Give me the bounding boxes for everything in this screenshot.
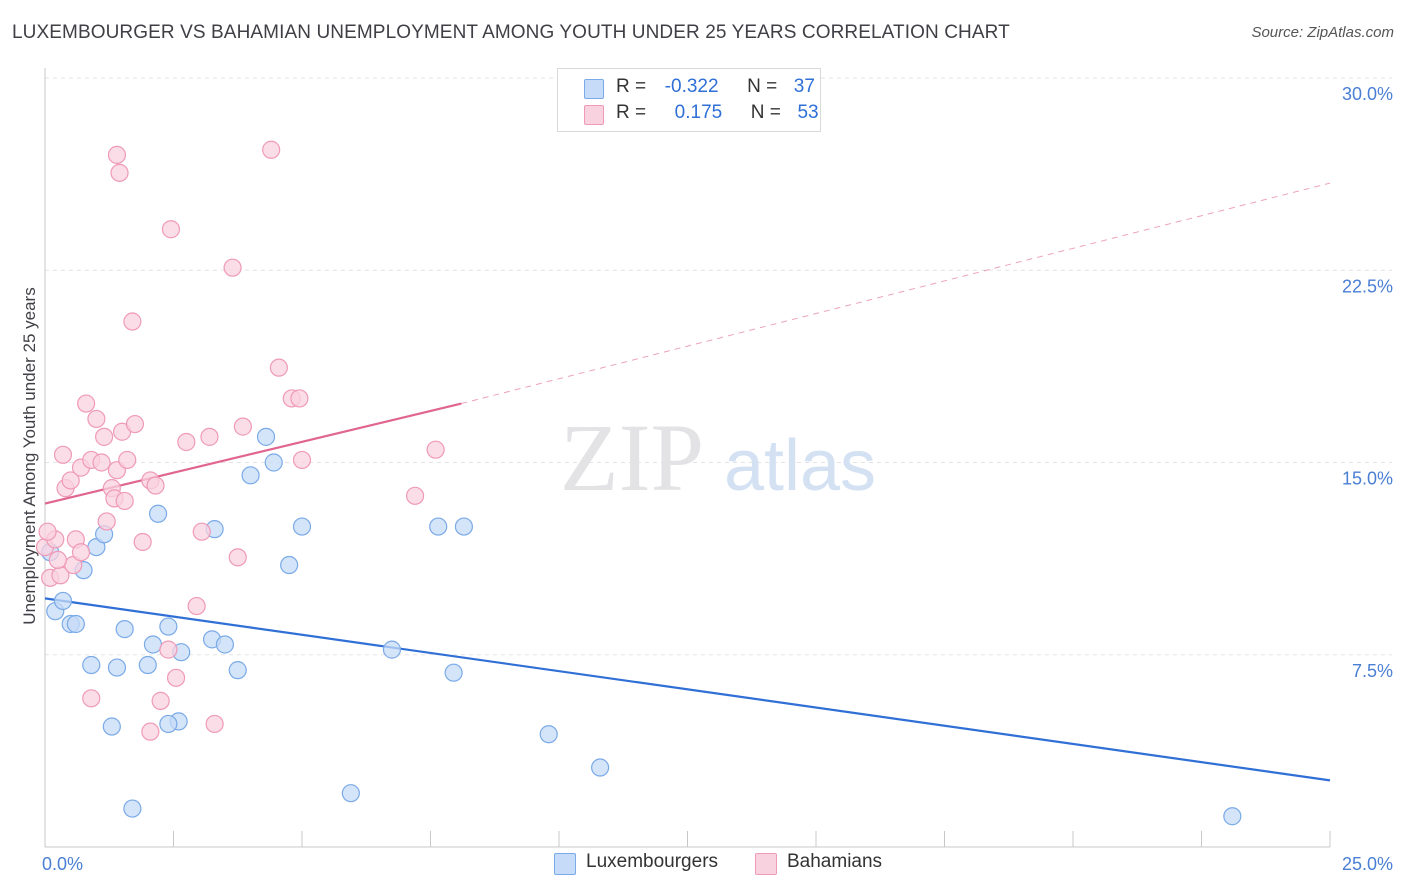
legend-r-value: 0.175 <box>674 102 723 123</box>
data-point-luxembourgers <box>159 714 178 734</box>
data-point-luxembourgers <box>382 640 402 659</box>
data-point-bahamians <box>123 312 142 331</box>
y-tick-label: 15.0% <box>1342 469 1393 489</box>
data-point-bahamians <box>61 471 80 490</box>
data-point-luxembourgers <box>539 725 558 744</box>
data-point-luxembourgers <box>148 504 168 523</box>
data-point-bahamians <box>48 550 67 570</box>
data-point-luxembourgers <box>454 517 474 536</box>
legend-swatch-bahamians <box>755 853 777 875</box>
data-point-luxembourgers <box>215 635 234 654</box>
data-point-bahamians <box>118 450 137 470</box>
legend-swatch-luxembourgers <box>554 853 576 875</box>
data-point-bahamians <box>290 389 309 408</box>
data-point-bahamians <box>166 668 186 687</box>
data-point-luxembourgers <box>429 517 448 536</box>
data-point-luxembourgers <box>123 799 142 818</box>
data-point-bahamians <box>262 140 281 159</box>
data-point-bahamians <box>82 689 101 708</box>
data-point-luxembourgers <box>82 655 101 675</box>
data-point-luxembourgers <box>241 466 260 485</box>
data-point-luxembourgers <box>341 784 360 803</box>
data-point-luxembourgers <box>66 614 85 634</box>
gridlines <box>45 77 1392 656</box>
data-point-bahamians <box>233 417 252 436</box>
legend-n-value: 37 <box>793 76 815 97</box>
watermark-atlas: atlas <box>724 426 876 506</box>
data-point-bahamians <box>205 714 224 734</box>
data-point-luxembourgers <box>280 555 299 575</box>
legend-label-bahamians: Bahamians <box>787 851 883 872</box>
legend-n-value: 53 <box>797 102 819 123</box>
data-point-bahamians <box>177 432 196 452</box>
data-point-bahamians <box>71 543 91 562</box>
data-point-bahamians <box>151 691 170 710</box>
legend-n-label: N = <box>750 102 781 123</box>
data-point-bahamians <box>146 476 165 495</box>
stats-legend: R = -0.322 N = 37 R = 0.175 N = 53 <box>557 68 821 132</box>
x-tick-label: 0.0% <box>42 854 83 874</box>
data-point-bahamians <box>77 394 96 413</box>
data-point-luxembourgers <box>107 658 127 677</box>
data-point-luxembourgers <box>143 635 163 654</box>
data-point-bahamians <box>192 522 211 541</box>
data-point-luxembourgers <box>102 717 121 736</box>
watermark-zip: ZIP <box>560 404 704 511</box>
legend-label-luxembourgers: Luxembourgers <box>586 851 719 872</box>
legend-r-label: R = <box>616 102 647 123</box>
source-label: Source: ZipAtlas.com <box>1251 24 1394 41</box>
data-point-bahamians <box>53 445 73 464</box>
legend-r-value: -0.322 <box>664 76 719 97</box>
data-point-bahamians <box>133 532 152 552</box>
data-point-bahamians <box>125 414 145 434</box>
trend-extension-bahamians <box>461 182 1331 405</box>
chart-title: LUXEMBOURGER VS BAHAMIAN UNEMPLOYMENT AM… <box>12 22 1010 43</box>
data-point-bahamians <box>161 220 181 239</box>
data-point-luxembourgers <box>264 453 283 472</box>
data-point-luxembourgers <box>53 591 73 611</box>
data-point-bahamians <box>115 491 134 511</box>
data-point-luxembourgers <box>228 661 247 680</box>
data-points <box>35 140 1242 826</box>
data-point-bahamians <box>223 258 242 277</box>
data-point-luxembourgers <box>444 663 463 682</box>
data-point-bahamians <box>141 722 160 741</box>
data-point-bahamians <box>95 427 114 446</box>
data-point-bahamians <box>159 640 178 659</box>
data-point-bahamians <box>292 450 312 470</box>
data-point-luxembourgers <box>256 427 276 446</box>
data-point-bahamians <box>92 453 111 472</box>
data-point-bahamians <box>97 512 116 531</box>
x-tick-label: 25.0% <box>1342 854 1393 874</box>
data-point-luxembourgers <box>115 620 134 639</box>
data-point-bahamians <box>426 440 445 459</box>
data-point-bahamians <box>405 486 425 505</box>
y-tick-label: 30.0% <box>1342 84 1393 104</box>
data-point-bahamians <box>38 522 57 541</box>
legend-swatch-bahamians <box>584 105 604 125</box>
data-point-bahamians <box>228 548 247 567</box>
data-point-luxembourgers <box>138 655 157 675</box>
data-point-bahamians <box>269 358 288 377</box>
data-point-luxembourgers <box>159 617 178 636</box>
data-point-luxembourgers <box>591 758 610 777</box>
axes <box>44 68 1331 848</box>
legend-r-label: R = <box>616 76 647 97</box>
data-point-bahamians <box>87 409 106 429</box>
data-point-bahamians <box>187 596 206 616</box>
trend-line-luxembourgers <box>44 597 1331 782</box>
y-tick-label: 7.5% <box>1352 661 1393 681</box>
legend-n-label: N = <box>747 76 778 97</box>
tick-labels: 7.5% 15.0% 22.5% 30.0% 0.0% 25.0% <box>42 84 1393 874</box>
data-point-bahamians <box>107 145 127 164</box>
watermark: ZIP atlas <box>560 404 876 511</box>
legend-swatch-luxembourgers <box>584 79 604 99</box>
y-tick-label: 22.5% <box>1342 276 1393 296</box>
data-point-bahamians <box>200 427 219 446</box>
data-point-luxembourgers <box>1223 807 1242 826</box>
data-point-bahamians <box>110 163 129 182</box>
data-point-luxembourgers <box>292 517 312 536</box>
